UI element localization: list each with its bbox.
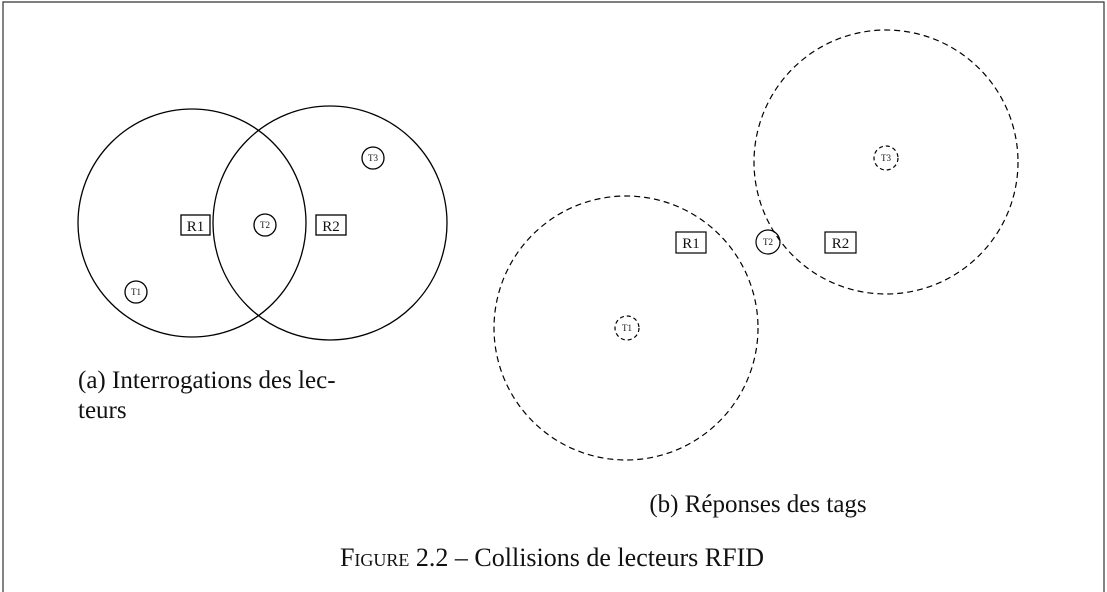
tag-label: T1 (131, 287, 141, 297)
tag-circle (614, 315, 640, 341)
reader-box (675, 231, 707, 254)
reader-range (212, 105, 448, 341)
tag-label: T1 (622, 323, 632, 333)
tag-label: T2 (260, 220, 270, 230)
tag-label: T3 (368, 153, 378, 163)
reader-label: R1 (682, 236, 700, 252)
tag-circle (755, 229, 781, 255)
reader-label: R2 (832, 236, 850, 252)
reader-box (315, 214, 347, 236)
tag-range (753, 29, 1019, 295)
tag-circle (873, 145, 899, 171)
caption-text: – Collisions de lecteurs RFID (454, 543, 764, 572)
reader-label: R1 (187, 219, 205, 235)
subcaption: teurs (78, 397, 127, 424)
tag-circle (124, 280, 148, 304)
tag-label: T3 (881, 153, 891, 163)
reader-range (77, 108, 307, 338)
tag-circle (253, 213, 277, 237)
reader-box (180, 214, 211, 236)
subfigure-b (493, 29, 1019, 461)
subfigure-a (77, 105, 448, 341)
figure-caption: Figure 2.2 – Collisions de lecteurs RFID (340, 543, 764, 572)
subcaption: (b) Réponses des tags (649, 491, 866, 518)
tag-range (493, 195, 759, 461)
reader-box (824, 231, 857, 254)
caption-prefix: Figure 2.2 (340, 543, 448, 572)
tag-label: T2 (763, 237, 773, 247)
subcaption: (a) Interrogations des lec- (78, 367, 336, 394)
reader-label: R2 (322, 219, 340, 235)
tag-circle (361, 146, 385, 170)
